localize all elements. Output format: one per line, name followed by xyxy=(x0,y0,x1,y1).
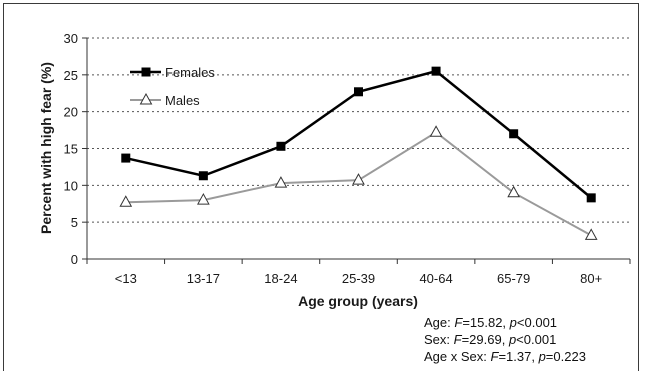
legend-marker-females xyxy=(141,67,151,77)
point-females-80 xyxy=(586,193,596,203)
x-tick-label-40-64: 40-64 xyxy=(419,271,452,286)
point-females-18-24 xyxy=(276,141,286,151)
point-males-13-17 xyxy=(197,193,210,205)
x-tick-label-65-79: 65-79 xyxy=(497,271,530,286)
axes xyxy=(82,37,631,264)
point-males-25-39 xyxy=(352,173,365,185)
point-males-18-24 xyxy=(274,176,288,188)
point-males-40-64 xyxy=(429,125,443,137)
x-tick-label-25-39: 25-39 xyxy=(342,271,375,286)
point-females-65-79 xyxy=(509,129,519,139)
y-tick-label-15: 15 xyxy=(64,142,78,157)
y-tick-label-30: 30 xyxy=(64,31,78,46)
series xyxy=(119,66,598,240)
y-tick-label-0: 0 xyxy=(71,252,78,267)
point-females-13-17 xyxy=(198,171,208,181)
legend-item-males: Males xyxy=(130,92,200,108)
stat-line-age: Age: F=15.82, p<0.001 xyxy=(424,315,558,330)
point-females-25-39 xyxy=(354,87,363,97)
y-tick-label-20: 20 xyxy=(64,105,78,120)
y-tick-label-5: 5 xyxy=(71,215,78,230)
point-females-40-64 xyxy=(431,66,441,76)
point-males-80 xyxy=(584,228,598,240)
legend: Females Males xyxy=(130,65,215,108)
x-tick-label-80: 80+ xyxy=(580,271,602,286)
legend-marker-males xyxy=(139,92,153,105)
legend-item-females: Females xyxy=(130,65,215,80)
legend-label-females: Females xyxy=(165,65,215,80)
x-tick-label-13-17: 13-17 xyxy=(187,271,220,286)
chart-frame xyxy=(3,3,639,371)
y-tick-label-10: 10 xyxy=(64,178,78,193)
point-males-65-79 xyxy=(507,185,520,198)
y-axis-title: Percent with high fear (%) xyxy=(38,62,54,234)
point-males-13 xyxy=(119,195,133,207)
stat-line-age-x-sex: Age x Sex: F=1.37, p=0.223 xyxy=(424,349,586,364)
gridlines xyxy=(87,37,630,223)
statistics-annotation: Age: F=15.82, p<0.001 Sex: F=29.69, p<0.0… xyxy=(424,314,586,365)
legend-label-males: Males xyxy=(165,93,200,108)
y-tick-label-25: 25 xyxy=(64,68,78,83)
x-axis-title: Age group (years) xyxy=(298,293,418,309)
x-tick-label-13: <13 xyxy=(115,271,137,286)
stat-line-sex: Sex: F=29.69, p<0.001 xyxy=(424,332,557,347)
series-males xyxy=(119,125,598,240)
series-females xyxy=(121,66,596,203)
tick-labels: 0 5 10 15 20 25 30 <13 13-17 18-24 25-39 40-64 65-79… xyxy=(64,31,603,286)
x-tick-label-18-24: 18-24 xyxy=(264,271,297,286)
point-females-13 xyxy=(121,153,131,163)
